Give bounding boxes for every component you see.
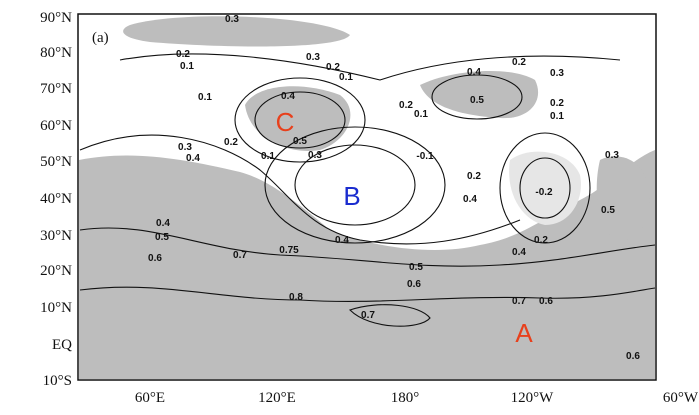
contour-label: 0.2 — [399, 100, 413, 111]
contour-label: 0.5 — [293, 136, 307, 147]
lat-label: 30°N — [40, 228, 72, 244]
contour-label: 0.3 — [306, 52, 320, 63]
contour-label: 0.6 — [148, 253, 162, 264]
contour-label: 0.5 — [409, 262, 423, 273]
contour-label: 0.3 — [178, 142, 192, 153]
contour-label: 0.1 — [414, 109, 428, 120]
contour-label: 0.2 — [326, 62, 340, 73]
contours — [79, 53, 656, 327]
contour-label: 0.7 — [233, 250, 247, 261]
contour-label: 0.1 — [198, 92, 212, 103]
contour-label: 0.4 — [186, 153, 200, 164]
contour-label: 0.6 — [626, 351, 640, 362]
lon-label: 60°E — [135, 390, 165, 406]
contour-label: 0.1 — [550, 111, 564, 122]
contour-label: 0.5 — [470, 95, 484, 106]
contour-label: 0.7 — [361, 310, 375, 321]
contour-label: 0.6 — [407, 279, 421, 290]
lat-label: 60°N — [40, 118, 72, 134]
lon-label: 60°W — [663, 390, 699, 406]
contour-label: 0.3 — [225, 14, 239, 25]
lat-label: 70°N — [40, 81, 72, 97]
lat-label: 50°N — [40, 154, 72, 170]
region-marker: A — [515, 318, 533, 348]
lon-label: 120°W — [511, 390, 554, 406]
contour-label: 0.4 — [463, 194, 477, 205]
contour-label: -0.2 — [535, 187, 553, 198]
contour-label: 0.2 — [176, 49, 190, 60]
lat-label: 40°N — [40, 191, 72, 207]
contour-label: 0.4 — [467, 67, 481, 78]
contour-label: 0.6 — [539, 296, 553, 307]
contour-label: 0.4 — [156, 218, 170, 229]
lat-label: 10°S — [43, 373, 72, 389]
contour-label: 0.5 — [155, 232, 169, 243]
contour-label: 0.7 — [512, 296, 526, 307]
contour-label: 0.5 — [601, 205, 615, 216]
lat-label: 20°N — [40, 263, 72, 279]
contour-label: 0.8 — [289, 292, 303, 303]
lat-label: EQ — [52, 337, 72, 353]
contour-label: 0.1 — [261, 151, 275, 162]
contour-label: 0.4 — [512, 247, 526, 258]
contour-label: 0.2 — [550, 98, 564, 109]
panel-label: (a) — [92, 30, 109, 46]
lat-label: 90°N — [40, 10, 72, 26]
contour-label: -0.1 — [416, 151, 434, 162]
region-marker: B — [343, 181, 360, 211]
shading — [79, 16, 655, 379]
contour-label: 0.1 — [339, 72, 353, 83]
contour-label: 0.3 — [605, 150, 619, 161]
contour-label: 0.1 — [180, 61, 194, 72]
region-marker: C — [276, 107, 295, 137]
contour-label: 0.75 — [279, 245, 299, 256]
contour-label: 0.2 — [534, 235, 548, 246]
contour-label: 0.4 — [281, 91, 295, 102]
contour-label: 0.3 — [550, 68, 564, 79]
contour-label: 0.3 — [308, 150, 322, 161]
lon-label: 120°E — [258, 390, 296, 406]
lon-label: 180° — [391, 390, 420, 406]
contour-label: 0.2 — [224, 137, 238, 148]
lat-label: 10°N — [40, 300, 72, 316]
contour-label: 0.2 — [467, 171, 481, 182]
lat-label: 80°N — [40, 45, 72, 61]
contour-label: 0.2 — [512, 57, 526, 68]
contour-label: 0.4 — [335, 235, 349, 246]
